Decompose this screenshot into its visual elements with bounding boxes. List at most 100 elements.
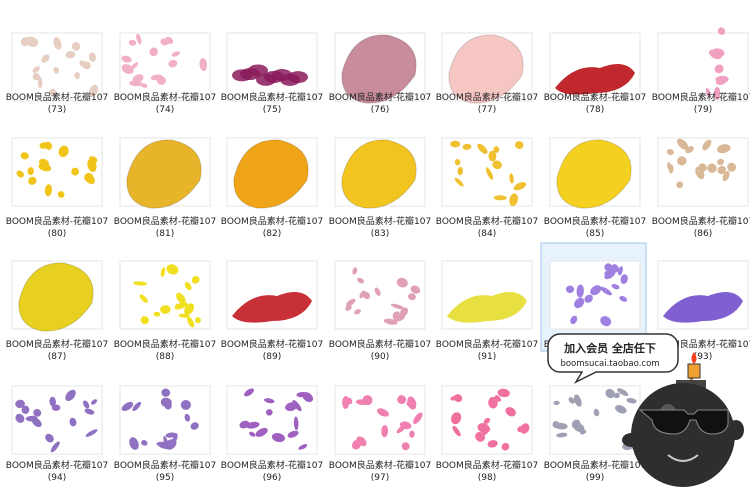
petal	[180, 399, 191, 410]
thumbnail-item: BOOM良品素材-花瓣107 (95)	[114, 385, 216, 483]
thumbnail-item: BOOM良品素材-花瓣107 (76)	[329, 32, 431, 115]
petal	[492, 160, 502, 170]
petal	[374, 287, 381, 296]
petal	[454, 177, 464, 187]
promo-bubble: 加入会员 全店任下 boomsucai.taobao.com	[547, 333, 679, 384]
petal	[377, 408, 389, 417]
petal	[271, 433, 285, 443]
petal	[71, 167, 80, 176]
petal	[477, 143, 488, 154]
hand	[622, 433, 642, 447]
petal	[401, 442, 410, 451]
thumbnail-item: BOOM良品素材-花瓣107 (74)	[114, 32, 216, 115]
petal	[71, 42, 81, 51]
petal	[453, 394, 463, 403]
petal	[676, 138, 689, 150]
petal	[265, 409, 273, 416]
petal	[613, 392, 620, 399]
petal	[18, 262, 94, 332]
thumbnail-item: BOOM良品素材-花瓣107 (88)	[114, 260, 216, 362]
file-number: (84)	[478, 229, 496, 239]
petal	[263, 398, 275, 404]
petal	[600, 286, 612, 296]
file-name: BOOM良品素材-花瓣107	[544, 215, 646, 227]
petal	[44, 184, 53, 197]
petal	[715, 80, 726, 85]
petal	[88, 52, 97, 62]
petal	[248, 64, 268, 77]
file-number: (75)	[263, 105, 281, 115]
petal	[141, 440, 148, 446]
petal	[88, 84, 99, 98]
thumbnail-item: BOOM良品素材-花瓣107 (86)	[652, 137, 750, 239]
thumbnail-item: BOOM良品素材-花瓣107 (89)	[221, 260, 323, 362]
file-number: (78)	[586, 105, 604, 115]
petal	[190, 422, 199, 430]
thumbnail-frame	[226, 385, 318, 455]
petal	[249, 431, 256, 437]
petal	[574, 394, 582, 407]
bomb-body	[631, 383, 735, 487]
petal	[677, 156, 687, 166]
petal	[176, 292, 186, 304]
flame	[691, 352, 697, 364]
thumbnail-frame	[334, 385, 426, 455]
file-name: BOOM良品素材-花瓣107	[329, 215, 431, 227]
petal	[121, 55, 132, 63]
petal	[50, 441, 60, 453]
petal	[357, 277, 364, 284]
petal	[590, 285, 602, 296]
petal	[85, 429, 98, 437]
thumbnail-item: BOOM良品素材-花瓣107 (96)	[221, 385, 323, 483]
petal	[505, 407, 516, 417]
petal	[462, 143, 472, 150]
file-name: BOOM良品素材-花瓣107	[114, 91, 216, 103]
petal	[233, 139, 309, 209]
file-name: BOOM良品素材-花瓣107	[114, 338, 216, 350]
petal	[199, 58, 208, 72]
petal	[191, 276, 200, 284]
promo-headline: 加入会员 全店任下	[563, 341, 656, 355]
petal	[552, 420, 560, 429]
petal	[164, 439, 177, 450]
petal	[454, 159, 461, 166]
file-number: (95)	[156, 473, 174, 483]
petal	[363, 291, 371, 300]
petal	[520, 423, 530, 434]
petal	[184, 413, 191, 422]
file-number: (89)	[263, 352, 281, 362]
petal	[153, 311, 161, 317]
petal	[570, 315, 578, 325]
petal	[448, 34, 524, 104]
petal	[33, 408, 42, 417]
petal	[292, 400, 302, 412]
petal	[160, 38, 169, 46]
petal	[287, 430, 299, 438]
petal	[20, 37, 30, 47]
petal	[175, 303, 181, 310]
file-number: (96)	[263, 473, 281, 483]
thumbnail-item: BOOM良品素材-花瓣107 (91)	[436, 260, 538, 362]
file-name: BOOM良品素材-花瓣107	[436, 215, 538, 227]
petal	[576, 284, 584, 298]
thumbnail-item: BOOM良品素材-花瓣107 (98)	[436, 385, 538, 483]
petal	[452, 425, 461, 437]
petal	[239, 420, 250, 429]
file-number: (90)	[371, 352, 389, 362]
petal	[593, 408, 600, 417]
petal	[139, 294, 148, 303]
petal	[485, 167, 494, 180]
file-name: BOOM良品素材-花瓣107	[221, 215, 323, 227]
petal	[626, 398, 637, 404]
petal	[698, 163, 707, 172]
thumbnail-item: BOOM良品素材-花瓣107(93)	[652, 260, 750, 362]
petal	[447, 292, 527, 323]
petal	[399, 421, 412, 430]
petal	[161, 388, 171, 397]
petal	[342, 396, 350, 409]
petal	[184, 282, 192, 291]
petal	[83, 400, 90, 409]
petal	[44, 141, 53, 150]
petal	[574, 297, 585, 309]
petal	[184, 303, 195, 315]
